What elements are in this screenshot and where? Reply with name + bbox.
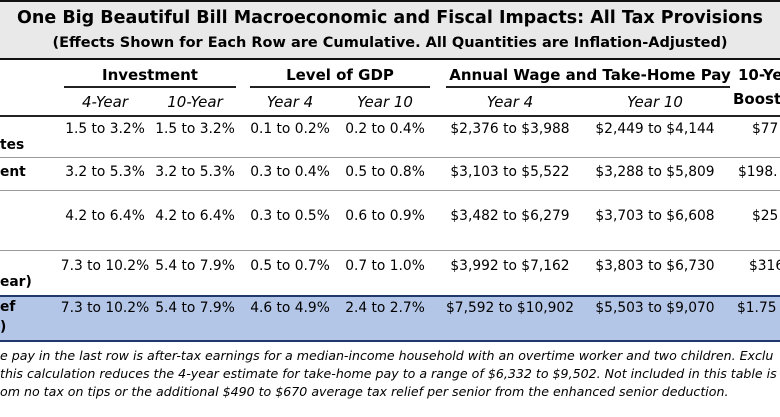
header-rule [0, 115, 780, 117]
row5-wage10: $5,503 to $9,070 [595, 300, 715, 316]
row4-wage4: $3,992 to $7,162 [450, 258, 570, 274]
row-label-4: ear) [0, 274, 32, 290]
row4-inv10: 5.4 to 7.9% [155, 258, 235, 274]
row1-wage10: $2,449 to $4,144 [595, 121, 715, 137]
highlighted-total-row [0, 295, 780, 342]
investment-header: Investment [102, 66, 198, 84]
row5-inv10: 5.4 to 7.9% [155, 300, 235, 316]
table-subtitle: (Effects Shown for Each Row are Cumulati… [52, 35, 728, 51]
wage-underline [446, 86, 730, 88]
row3-gdp4: 0.3 to 0.5% [250, 208, 330, 224]
row2-inv4: 3.2 to 5.3% [65, 164, 145, 180]
row-label-5-line2: ) [0, 319, 7, 335]
row3-wage4: $3,482 to $6,279 [450, 208, 570, 224]
row2-inv10: 3.2 to 5.3% [155, 164, 235, 180]
investment-underline [64, 86, 236, 88]
row5-gdp10: 2.4 to 2.7% [345, 300, 425, 316]
footnote-line-2: this calculation reduces the 4-year esti… [0, 366, 777, 381]
row3-inv10: 4.2 to 6.4% [155, 208, 235, 224]
row1-boost: $77 [752, 121, 779, 137]
row2-boost: $198. [738, 164, 778, 180]
row3-boost: $25 [752, 208, 779, 224]
subhead-wage-yr4: Year 4 [486, 93, 534, 111]
gdp-header: Level of GDP [286, 66, 394, 84]
row5-wage4: $7,592 to $10,902 [446, 300, 574, 316]
row-label-5-line1: ef [0, 299, 16, 315]
row-label-2: ent [0, 164, 26, 180]
gdp-underline [250, 86, 430, 88]
row1-inv4: 1.5 to 3.2% [65, 121, 145, 137]
row3-wage10: $3,703 to $6,608 [595, 208, 715, 224]
row1-wage4: $2,376 to $3,988 [450, 121, 570, 137]
row3-gdp10: 0.6 to 0.9% [345, 208, 425, 224]
row-divider-1 [0, 157, 780, 158]
row5-boost: $1.75 [737, 300, 777, 316]
boost-header-line1: 10-Ye [738, 66, 780, 84]
row-divider-2 [0, 190, 780, 191]
row4-boost: $316 [749, 258, 780, 274]
title-banner [0, 0, 780, 60]
subhead-gdp-yr10: Year 10 [357, 93, 413, 111]
table-title: One Big Beautiful Bill Macroeconomic and… [17, 8, 763, 28]
row-label-1: tes [0, 137, 25, 153]
row1-gdp4: 0.1 to 0.2% [250, 121, 330, 137]
row5-gdp4: 4.6 to 4.9% [250, 300, 330, 316]
subhead-inv-10yr: 10-Year [167, 93, 223, 111]
wage-header: Annual Wage and Take-Home Pay [449, 66, 731, 84]
row4-gdp4: 0.5 to 0.7% [250, 258, 330, 274]
row4-inv4: 7.3 to 10.2% [60, 258, 150, 274]
boost-header-line2: Boost [733, 90, 780, 108]
row2-wage4: $3,103 to $5,522 [450, 164, 570, 180]
row2-gdp10: 0.5 to 0.8% [345, 164, 425, 180]
subhead-gdp-yr4: Year 4 [266, 93, 314, 111]
row4-wage10: $3,803 to $6,730 [595, 258, 715, 274]
footnote-line-3: om no tax on tips or the additional $490… [0, 384, 729, 399]
row1-gdp10: 0.2 to 0.4% [345, 121, 425, 137]
footnote-line-1: e pay in the last row is after-tax earni… [0, 348, 774, 363]
row2-gdp4: 0.3 to 0.4% [250, 164, 330, 180]
row-divider-3 [0, 250, 780, 251]
row1-inv10: 1.5 to 3.2% [155, 121, 235, 137]
subhead-wage-yr10: Year 10 [627, 93, 683, 111]
subhead-inv-4yr: 4-Year [82, 93, 128, 111]
row4-gdp10: 0.7 to 1.0% [345, 258, 425, 274]
row2-wage10: $3,288 to $5,809 [595, 164, 715, 180]
row3-inv4: 4.2 to 6.4% [65, 208, 145, 224]
row5-inv4: 7.3 to 10.2% [60, 300, 150, 316]
